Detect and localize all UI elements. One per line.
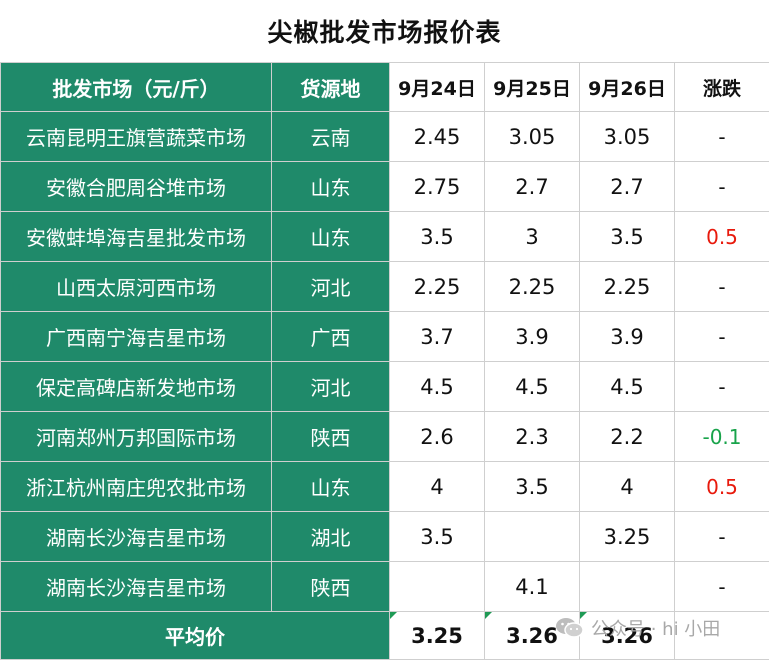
change-cell: -0.1 — [675, 412, 769, 462]
header-date-2: 9月25日 — [485, 63, 580, 112]
price-date-2 — [485, 512, 580, 562]
price-date-3: 4.5 — [580, 362, 675, 412]
header-origin: 货源地 — [272, 63, 390, 112]
watermark: 公众号 · hi 小田 — [555, 612, 720, 644]
price-date-1: 2.25 — [390, 262, 485, 312]
price-date-1: 2.6 — [390, 412, 485, 462]
change-cell: - — [675, 362, 769, 412]
table-row: 广西南宁海吉星市场 广西 3.7 3.9 3.9 - — [1, 312, 769, 362]
table-row: 河南郑州万邦国际市场 陕西 2.6 2.3 2.2 -0.1 — [1, 412, 769, 462]
table-row: 山西太原河西市场 河北 2.25 2.25 2.25 - — [1, 262, 769, 312]
header-date-1: 9月24日 — [390, 63, 485, 112]
price-date-3 — [580, 562, 675, 612]
watermark-text: 公众号 · hi 小田 — [591, 615, 720, 641]
price-date-2: 2.3 — [485, 412, 580, 462]
header-date-3: 9月26日 — [580, 63, 675, 112]
table-row: 安徽合肥周谷堆市场 山东 2.75 2.7 2.7 - — [1, 162, 769, 212]
market-name: 山西太原河西市场 — [1, 262, 272, 312]
origin-cell: 山东 — [272, 212, 390, 262]
origin-cell: 山东 — [272, 462, 390, 512]
market-name: 安徽蚌埠海吉星批发市场 — [1, 212, 272, 262]
table-row: 保定高碑店新发地市场 河北 4.5 4.5 4.5 - — [1, 362, 769, 412]
change-cell: - — [675, 162, 769, 212]
header-row: 批发市场（元/斤） 货源地 9月24日 9月25日 9月26日 涨跌 — [1, 63, 769, 112]
price-date-3: 3.5 — [580, 212, 675, 262]
price-date-2: 4.5 — [485, 362, 580, 412]
origin-cell: 湖北 — [272, 512, 390, 562]
change-cell: - — [675, 112, 769, 162]
price-date-1: 3.5 — [390, 512, 485, 562]
price-date-2: 2.7 — [485, 162, 580, 212]
market-name: 湖南长沙海吉星市场 — [1, 562, 272, 612]
price-date-3: 3.25 — [580, 512, 675, 562]
price-date-3: 2.7 — [580, 162, 675, 212]
price-date-3: 4 — [580, 462, 675, 512]
change-cell: - — [675, 312, 769, 362]
price-date-3: 2.25 — [580, 262, 675, 312]
table-row: 安徽蚌埠海吉星批发市场 山东 3.5 3 3.5 0.5 — [1, 212, 769, 262]
price-date-2: 3.05 — [485, 112, 580, 162]
table-row: 云南昆明王旗营蔬菜市场 云南 2.45 3.05 3.05 - — [1, 112, 769, 162]
change-cell: 0.5 — [675, 212, 769, 262]
origin-cell: 云南 — [272, 112, 390, 162]
market-name: 浙江杭州南庄兜农批市场 — [1, 462, 272, 512]
price-date-1: 4.5 — [390, 362, 485, 412]
price-date-2: 3 — [485, 212, 580, 262]
price-date-2: 4.1 — [485, 562, 580, 612]
price-date-1: 2.75 — [390, 162, 485, 212]
price-date-1: 3.7 — [390, 312, 485, 362]
origin-cell: 广西 — [272, 312, 390, 362]
price-date-1: 3.5 — [390, 212, 485, 262]
table-row: 湖南长沙海吉星市场 湖北 3.5 3.25 - — [1, 512, 769, 562]
market-name: 广西南宁海吉星市场 — [1, 312, 272, 362]
price-date-3: 3.9 — [580, 312, 675, 362]
market-name: 保定高碑店新发地市场 — [1, 362, 272, 412]
header-market: 批发市场（元/斤） — [1, 63, 272, 112]
origin-cell: 河北 — [272, 362, 390, 412]
change-cell: - — [675, 562, 769, 612]
page-title: 尖椒批发市场报价表 — [0, 0, 769, 62]
change-cell: - — [675, 512, 769, 562]
origin-cell: 陕西 — [272, 562, 390, 612]
price-date-2: 3.9 — [485, 312, 580, 362]
origin-cell: 河北 — [272, 262, 390, 312]
change-cell: 0.5 — [675, 462, 769, 512]
price-date-1 — [390, 562, 485, 612]
table-row: 湖南长沙海吉星市场 陕西 4.1 - — [1, 562, 769, 612]
price-date-3: 3.05 — [580, 112, 675, 162]
market-name: 河南郑州万邦国际市场 — [1, 412, 272, 462]
price-date-3: 2.2 — [580, 412, 675, 462]
average-label: 平均价 — [1, 612, 390, 660]
average-date-1: 3.25 — [390, 612, 485, 660]
wechat-icon — [555, 616, 585, 640]
price-date-2: 3.5 — [485, 462, 580, 512]
market-name: 安徽合肥周谷堆市场 — [1, 162, 272, 212]
change-cell: - — [675, 262, 769, 312]
price-table: 批发市场（元/斤） 货源地 9月24日 9月25日 9月26日 涨跌 云南昆明王… — [0, 62, 769, 660]
price-date-1: 2.45 — [390, 112, 485, 162]
market-name: 湖南长沙海吉星市场 — [1, 512, 272, 562]
header-change: 涨跌 — [675, 63, 769, 112]
price-date-1: 4 — [390, 462, 485, 512]
market-name: 云南昆明王旗营蔬菜市场 — [1, 112, 272, 162]
price-date-2: 2.25 — [485, 262, 580, 312]
origin-cell: 陕西 — [272, 412, 390, 462]
origin-cell: 山东 — [272, 162, 390, 212]
table-row: 浙江杭州南庄兜农批市场 山东 4 3.5 4 0.5 — [1, 462, 769, 512]
